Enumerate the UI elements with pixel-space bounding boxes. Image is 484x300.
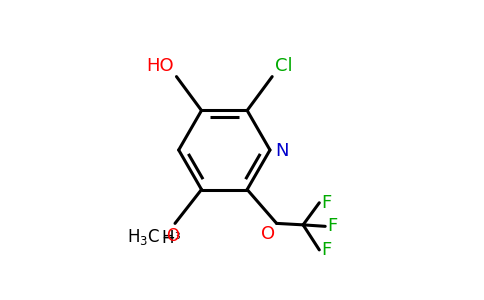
Text: N: N [275, 142, 289, 160]
Text: $\mathrm{H_3C}$: $\mathrm{H_3C}$ [127, 227, 160, 247]
Text: O: O [261, 225, 275, 243]
Text: F: F [328, 217, 338, 235]
Text: Cl: Cl [274, 57, 292, 75]
Text: $_3$: $_3$ [174, 229, 181, 242]
Text: HO: HO [147, 57, 174, 75]
Text: F: F [322, 241, 332, 259]
Text: F: F [322, 194, 332, 212]
Text: $-$: $-$ [161, 227, 175, 245]
Text: O: O [166, 227, 179, 245]
Text: H: H [161, 229, 174, 247]
